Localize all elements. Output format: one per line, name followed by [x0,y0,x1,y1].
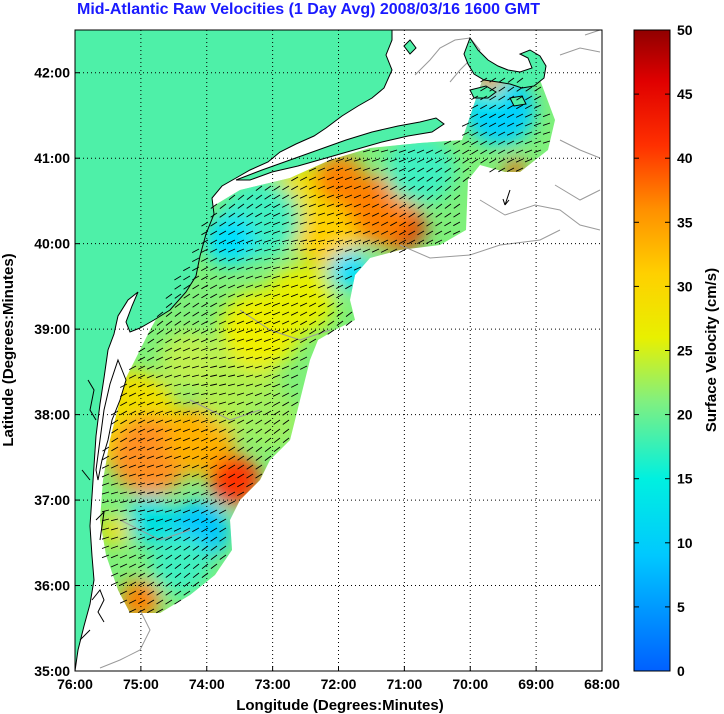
colorbar-tick-label: 40 [677,150,693,166]
colorbar-tick-label: 0 [677,663,685,679]
land-mainland [75,30,393,671]
lat-tick-label: 37:00 [34,492,70,508]
lon-tick-label: 73:00 [255,676,291,692]
lone-arrow [502,189,511,206]
colorbar-tick-label: 10 [677,535,693,551]
lat-tick-label: 41:00 [34,150,70,166]
x-axis-label: Longitude (Degrees:Minutes) [236,697,444,714]
lon-tick-label: 72:00 [321,676,357,692]
lat-tick-label: 36:00 [34,578,70,594]
arrow-field [101,77,551,614]
lon-ticks: 76:00 75:00 74:00 73:00 72:00 71:00 70:00 69:00… [57,666,620,692]
lon-tick-label: 76:00 [57,676,93,692]
colorbar-tick-label: 50 [677,22,693,38]
colorbar-tick-label: 30 [677,278,693,294]
colorbar-tick-label: 45 [677,86,693,102]
lat-tick-label: 39:00 [34,321,70,337]
lon-tick-label: 75:00 [123,676,159,692]
lon-tick-label: 70:00 [452,676,488,692]
grid-lines [75,30,602,671]
colorbar-tick-label: 35 [677,214,693,230]
coast-detail [79,379,105,641]
land-cape-cod [463,36,547,89]
lat-ticks: 35:00 36:00 37:00 38:00 39:00 40:00 41:00 42:00 [34,65,80,679]
lat-tick-label: 35:00 [34,663,70,679]
colorbar [633,29,671,672]
lat-tick-label: 42:00 [34,65,70,81]
bathymetry-contours [99,30,601,669]
colorbar-tick-label: 20 [677,407,693,423]
colorbar-ticks: 0 5 10 15 20 25 30 35 40 45 50 [634,22,693,679]
map-title: Mid-Atlantic Raw Velocities (1 Day Avg) … [77,1,540,18]
lon-tick-label: 69:00 [518,676,554,692]
colorbar-tick-label: 15 [677,471,693,487]
lon-tick-label: 68:00 [584,676,620,692]
colorbar-tick-label: 5 [677,599,685,615]
lon-tick-label: 74:00 [189,676,225,692]
land-islands [403,39,527,107]
y-axis-label: Latitude (Degrees:Minutes) [0,253,17,446]
lon-tick-label: 71:00 [386,676,422,692]
lat-tick-label: 38:00 [34,407,70,423]
colorbar-label: Surface Velocity (cm/s) [703,268,720,432]
lat-tick-label: 40:00 [34,236,70,252]
velocity-arrows [101,77,551,614]
land-long-island [235,117,445,181]
colorbar-tick-label: 25 [677,343,693,359]
